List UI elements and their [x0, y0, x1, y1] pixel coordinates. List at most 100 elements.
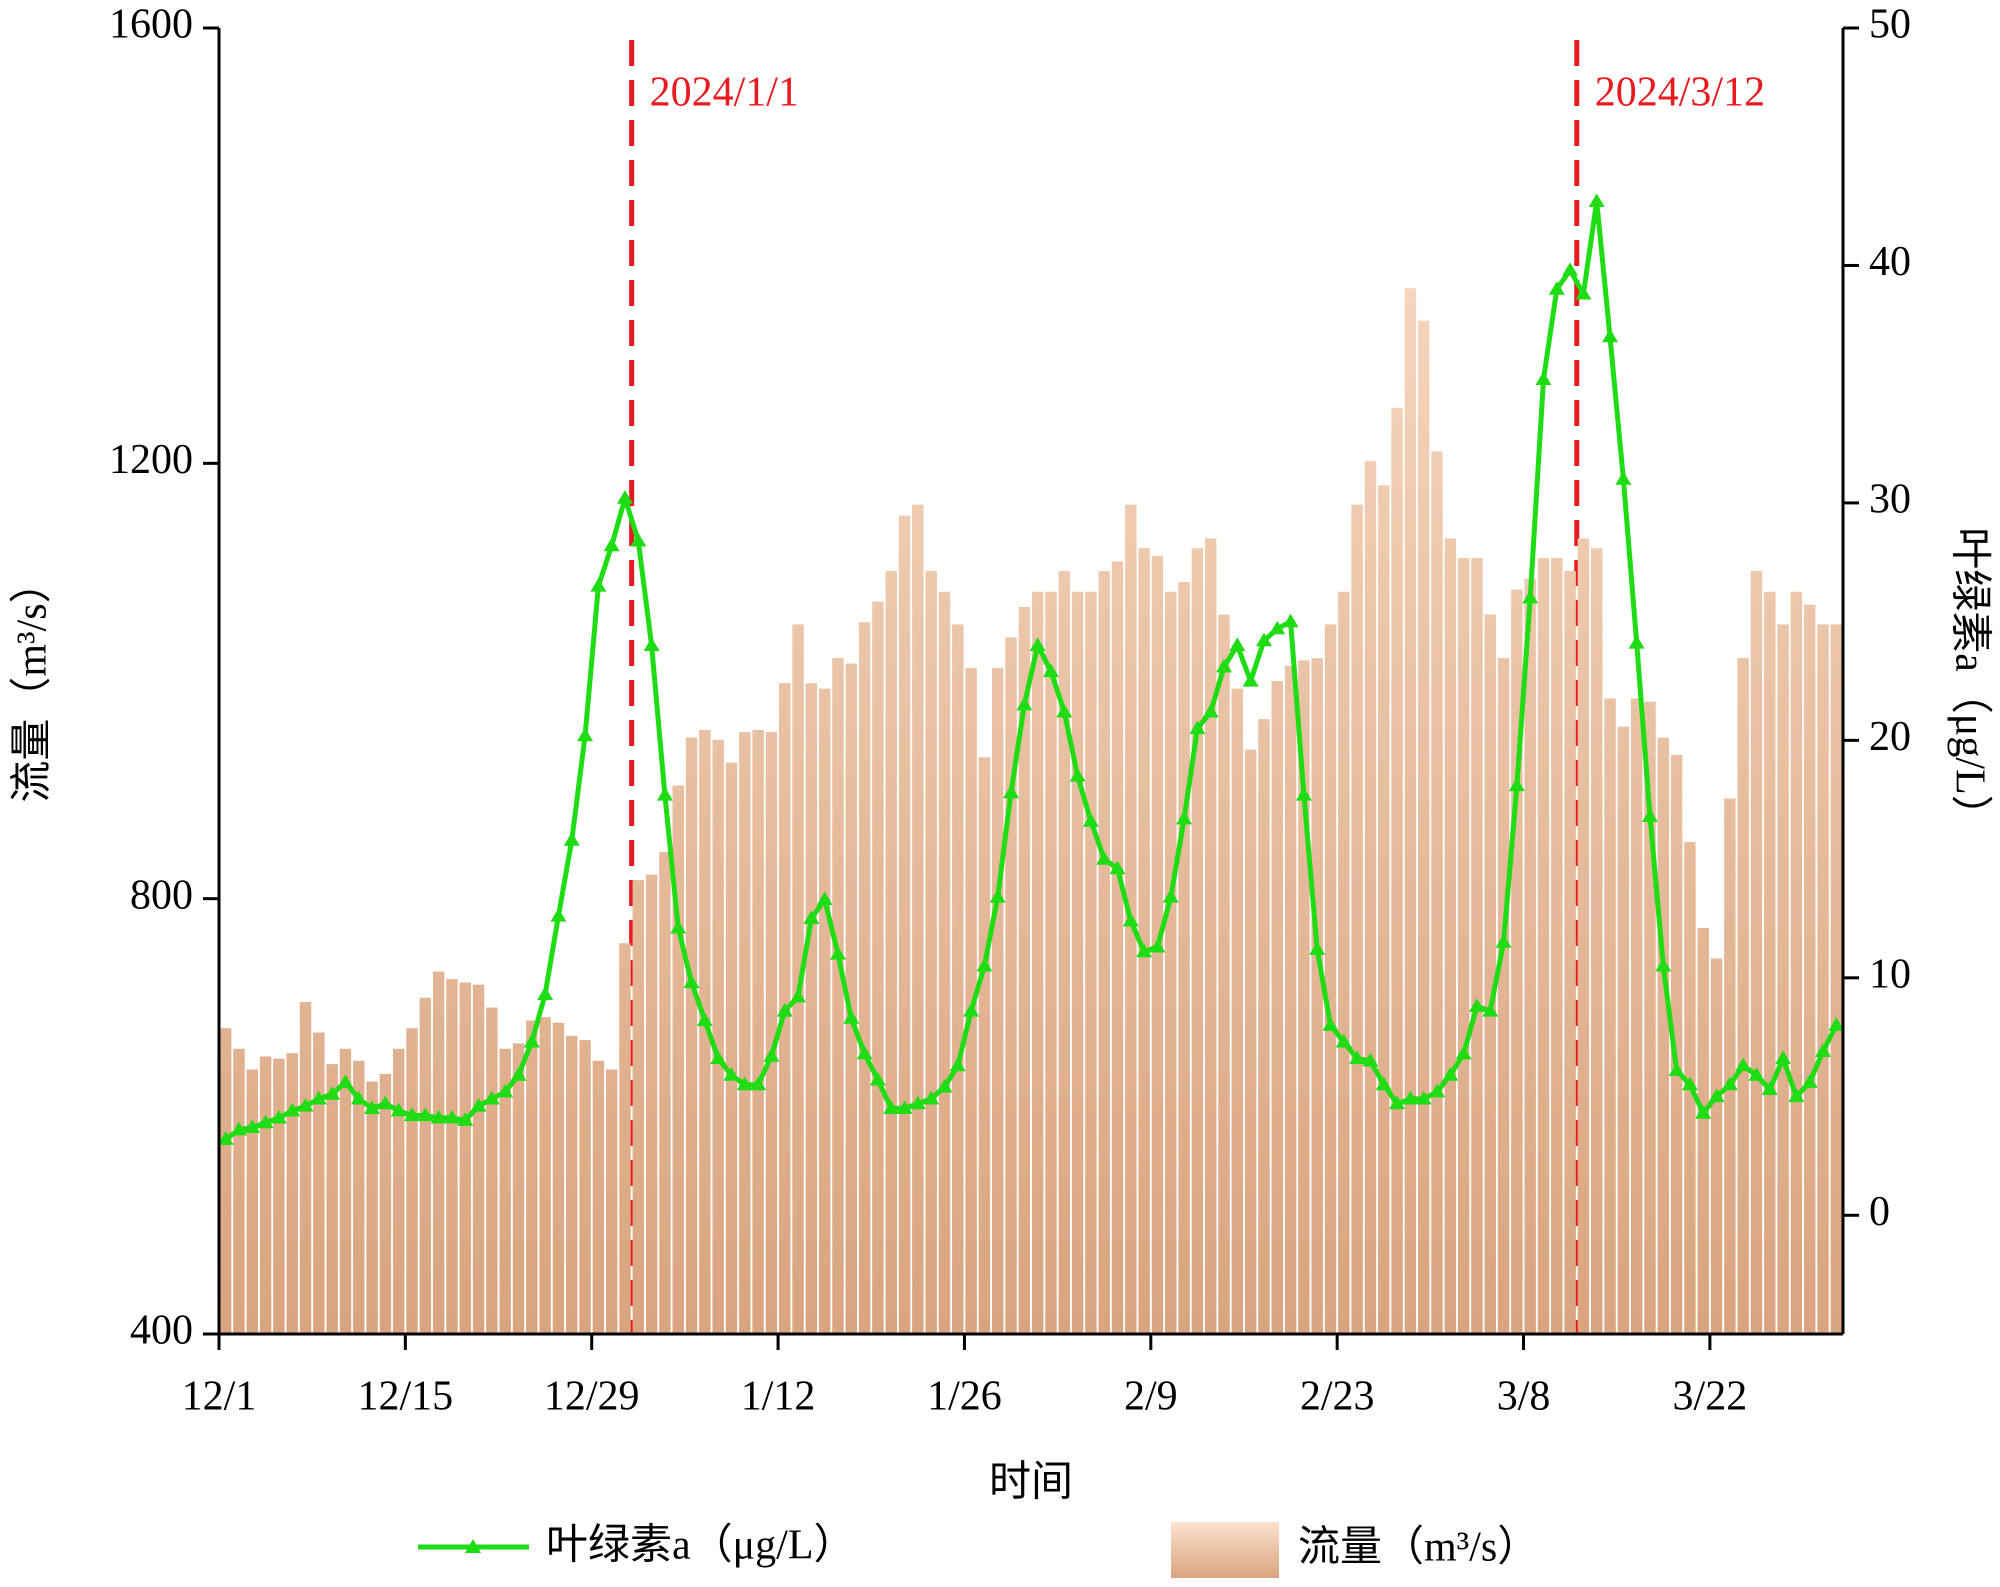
line-marker — [1029, 637, 1046, 651]
line-marker — [923, 1090, 940, 1105]
bar — [1524, 578, 1536, 1334]
bar — [1231, 688, 1244, 1334]
bar — [725, 762, 738, 1334]
line-marker — [603, 537, 620, 552]
bar — [1031, 591, 1044, 1334]
line-marker — [843, 1010, 860, 1024]
bar — [991, 667, 1004, 1334]
bar — [1617, 726, 1630, 1334]
bar — [885, 571, 897, 1334]
line-marker — [284, 1102, 301, 1117]
line-marker — [1602, 328, 1619, 343]
line-marker — [763, 1048, 780, 1062]
bar — [912, 504, 924, 1334]
line-marker — [883, 1100, 900, 1115]
bar — [952, 624, 964, 1334]
line-marker — [736, 1076, 753, 1091]
line-marker — [1202, 703, 1219, 718]
line-marker — [537, 986, 554, 1001]
line-marker — [1655, 957, 1672, 972]
bar — [739, 732, 751, 1334]
line-marker — [1735, 1057, 1752, 1072]
bar — [499, 1048, 511, 1334]
line-marker — [976, 957, 993, 972]
line-marker — [1042, 663, 1059, 678]
bar — [1830, 624, 1843, 1334]
bar — [1311, 658, 1323, 1334]
bar — [1577, 538, 1590, 1334]
line-marker — [1402, 1090, 1419, 1105]
bar — [632, 880, 645, 1334]
line-marker — [1562, 262, 1579, 276]
bar — [1178, 581, 1190, 1334]
line-marker — [1721, 1076, 1738, 1091]
bar — [752, 729, 764, 1334]
line-marker — [1548, 281, 1565, 295]
line-marker — [1588, 193, 1605, 207]
y2-axis-title: 叶绿素a（μg/L） — [1946, 527, 1992, 836]
bar — [592, 1060, 605, 1334]
line-marker — [1815, 1043, 1832, 1058]
line-marker — [390, 1102, 407, 1117]
line-marker — [324, 1086, 341, 1100]
bar — [219, 1028, 232, 1334]
bar — [1803, 604, 1816, 1334]
bar — [1444, 538, 1457, 1334]
line-marker — [1122, 912, 1139, 927]
bar — [1737, 658, 1749, 1334]
bar — [512, 1043, 525, 1334]
line-marker — [1748, 1067, 1765, 1081]
line-marker — [1069, 767, 1086, 782]
bar — [645, 874, 658, 1334]
legend-label: 流量（m³/s） — [1298, 1525, 1539, 1571]
line-marker — [244, 1119, 261, 1134]
x-tick-label: 1/26 — [927, 1374, 1002, 1420]
line-marker — [1482, 1003, 1499, 1017]
bar — [1218, 614, 1230, 1334]
bar — [1005, 637, 1017, 1334]
line-layer — [217, 193, 1845, 1145]
line-marker — [337, 1074, 354, 1088]
bar — [1045, 591, 1057, 1334]
bar — [605, 1069, 618, 1334]
line-marker — [1801, 1074, 1818, 1088]
line-marker — [483, 1090, 500, 1105]
bar — [1165, 591, 1177, 1334]
line-marker — [856, 1045, 873, 1060]
bar — [1138, 548, 1150, 1334]
bar — [792, 624, 804, 1334]
legend-swatch — [1171, 1522, 1279, 1578]
y2-tick-label: 20 — [1869, 714, 1911, 760]
x-axis-title: 时间 — [989, 1460, 1073, 1506]
line-marker — [217, 1131, 234, 1145]
bar — [619, 943, 631, 1334]
bar — [1790, 591, 1803, 1334]
line-marker — [896, 1100, 913, 1115]
line-marker — [1322, 1017, 1339, 1031]
bar — [1750, 571, 1763, 1334]
line-marker — [1016, 696, 1033, 711]
line-marker — [617, 490, 633, 504]
bar — [978, 757, 991, 1334]
x-tick-label: 12/29 — [544, 1374, 640, 1420]
x-tick-label: 2/9 — [1124, 1374, 1178, 1420]
line-marker — [1708, 1088, 1725, 1103]
y-tick-label: 800 — [130, 872, 193, 918]
line-marker — [1309, 941, 1326, 955]
annotation-layer — [629, 40, 1580, 1334]
line-marker — [1136, 943, 1153, 958]
y2-tick-label: 40 — [1869, 239, 1911, 285]
y2-tick-label: 50 — [1869, 2, 1911, 48]
bar — [1710, 958, 1723, 1334]
line-marker — [776, 1003, 793, 1017]
line-marker — [377, 1095, 394, 1110]
line-marker — [510, 1067, 527, 1081]
line-marker — [1375, 1076, 1392, 1091]
bar — [1258, 719, 1270, 1334]
x-tick-label: 12/15 — [358, 1374, 454, 1420]
bar — [699, 729, 711, 1334]
bar — [259, 1056, 272, 1334]
line-marker — [1695, 1105, 1712, 1119]
line-marker — [710, 1050, 727, 1065]
